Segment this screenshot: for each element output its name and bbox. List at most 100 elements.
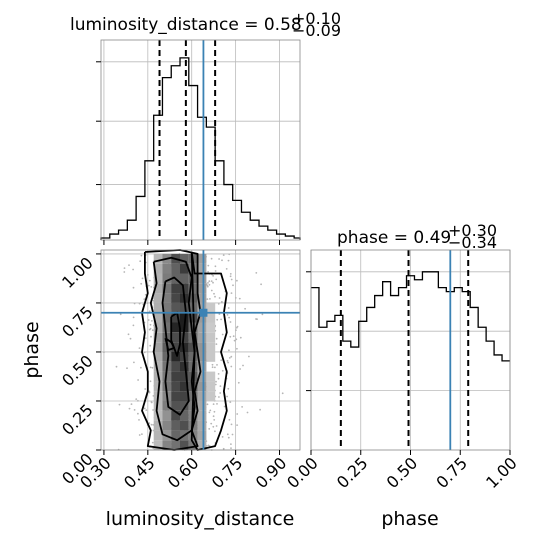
joint-density-bin bbox=[180, 371, 189, 382]
joint-sample-point bbox=[239, 368, 242, 370]
joint-density-bin bbox=[153, 283, 163, 294]
joint-density-bin bbox=[206, 332, 216, 343]
joint-sample-point bbox=[137, 399, 139, 402]
joint-density-bin bbox=[188, 352, 198, 362]
joint-sample-point bbox=[214, 265, 217, 268]
joint-density-bin bbox=[162, 273, 172, 284]
joint-sample-point bbox=[236, 424, 239, 426]
joint-sample-point bbox=[149, 327, 152, 330]
phase-hist-xtick-label-3: 0.75 bbox=[432, 453, 471, 492]
joint-density-bin bbox=[197, 273, 207, 284]
joint-sample-point bbox=[130, 403, 133, 405]
joint-sample-point bbox=[210, 257, 213, 260]
joint-sample-point bbox=[214, 295, 216, 298]
joint-sample-point bbox=[211, 363, 214, 366]
joint-sample-point bbox=[207, 282, 209, 284]
joint-sample-point bbox=[239, 336, 242, 339]
joint-sample-point bbox=[241, 406, 244, 408]
joint-contour-2 bbox=[161, 276, 190, 416]
joint-density-bin bbox=[153, 293, 163, 303]
joint-contour-4 bbox=[190, 251, 228, 451]
joint-sample-point bbox=[138, 419, 140, 421]
joint-sample-point bbox=[232, 335, 235, 338]
joint-sample-point bbox=[228, 253, 231, 256]
phase-marginal-panel: 0.00 0.25 0.50 0.75 1.00 bbox=[283, 249, 521, 492]
joint-density-bin bbox=[180, 401, 189, 411]
joint-density-bin bbox=[197, 410, 207, 421]
luminosity-distance-title-minus: −0.09 bbox=[292, 21, 341, 40]
joint-sample-point bbox=[151, 329, 154, 332]
joint-truth-marker bbox=[199, 308, 208, 317]
joint-sample-point bbox=[227, 387, 230, 390]
joint-density-bin bbox=[171, 302, 180, 313]
joint-density-bin bbox=[197, 302, 207, 313]
joint-density-bin bbox=[180, 302, 189, 313]
joint-density-bin bbox=[171, 283, 180, 294]
phase-hist-xtick-label-2: 0.50 bbox=[383, 453, 422, 492]
joint-sample-point bbox=[213, 410, 216, 413]
joint-sample-point bbox=[219, 385, 222, 387]
joint-sample-point bbox=[206, 298, 209, 300]
joint-sample-point bbox=[233, 339, 236, 342]
joint-density-bin bbox=[153, 302, 163, 313]
joint-sample-point bbox=[143, 407, 146, 410]
joint-density-bin bbox=[162, 263, 172, 274]
luminosity-distance-title: luminosity_distance = 0.58 bbox=[70, 15, 302, 35]
joint-sample-point bbox=[214, 383, 217, 386]
joint-sample-point bbox=[208, 428, 211, 430]
joint-sample-point bbox=[259, 408, 261, 411]
joint-density-bin bbox=[206, 381, 216, 392]
joint-sample-point bbox=[140, 282, 143, 285]
joint-sample-point bbox=[242, 364, 244, 367]
joint-sample-point bbox=[206, 284, 209, 287]
joint-xtick-label-2: 0.60 bbox=[164, 453, 203, 492]
joint-sample-point bbox=[217, 373, 220, 375]
joint-density-bin bbox=[206, 342, 216, 352]
joint-sample-point bbox=[215, 278, 218, 281]
joint-density-bin bbox=[206, 371, 216, 382]
joint-sample-point bbox=[216, 403, 218, 405]
joint-ytick-label-4: 1.00 bbox=[58, 253, 97, 292]
joint-sample-point bbox=[210, 280, 213, 282]
luminosity-distance-marginal-panel bbox=[96, 39, 301, 245]
joint-sample-point bbox=[139, 260, 142, 263]
joint-sample-point bbox=[238, 297, 241, 300]
joint-sample-point bbox=[236, 279, 238, 282]
joint-density-bin bbox=[197, 293, 207, 303]
joint-density-bin bbox=[153, 312, 163, 323]
joint-sample-point bbox=[234, 297, 237, 299]
joint-density-bin bbox=[171, 430, 180, 441]
joint-density-bin bbox=[180, 381, 189, 392]
joint-sample-point bbox=[141, 433, 143, 435]
joint-density-bin bbox=[188, 440, 198, 450]
joint-sample-point bbox=[138, 434, 141, 436]
joint-sample-point bbox=[226, 433, 229, 436]
joint-sample-point bbox=[148, 391, 151, 394]
joint-sample-point bbox=[236, 413, 239, 415]
joint-sample-point bbox=[218, 313, 221, 315]
joint-sample-point bbox=[214, 270, 217, 272]
joint-sample-point bbox=[151, 366, 154, 369]
joint-density-bin bbox=[171, 440, 180, 450]
joint-density-bin bbox=[171, 420, 180, 431]
joint-density-bin bbox=[162, 381, 172, 392]
joint-density-bin bbox=[197, 312, 207, 323]
joint-sample-point bbox=[211, 366, 214, 369]
joint-sample-point bbox=[215, 343, 218, 345]
joint-density-bin bbox=[206, 391, 216, 401]
joint-sample-point bbox=[149, 380, 152, 383]
joint-density-bin bbox=[171, 401, 180, 411]
joint-density-bin bbox=[180, 391, 189, 401]
joint-density-bin bbox=[197, 430, 207, 441]
joint-sample-point bbox=[246, 411, 249, 414]
joint-sample-point bbox=[255, 318, 257, 320]
joint-sample-point bbox=[149, 323, 152, 326]
joint-density-bin bbox=[162, 302, 172, 313]
joint-sample-point bbox=[145, 409, 148, 411]
joint-density-bin bbox=[162, 283, 172, 294]
joint-density-bin bbox=[197, 322, 207, 333]
joint-density-bin bbox=[153, 401, 163, 411]
joint-density-bin bbox=[153, 361, 163, 372]
joint-sample-point bbox=[148, 310, 151, 313]
joint-density-bin bbox=[180, 440, 189, 450]
